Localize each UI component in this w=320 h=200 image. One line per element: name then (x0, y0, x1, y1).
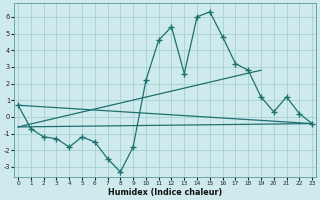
X-axis label: Humidex (Indice chaleur): Humidex (Indice chaleur) (108, 188, 222, 197)
